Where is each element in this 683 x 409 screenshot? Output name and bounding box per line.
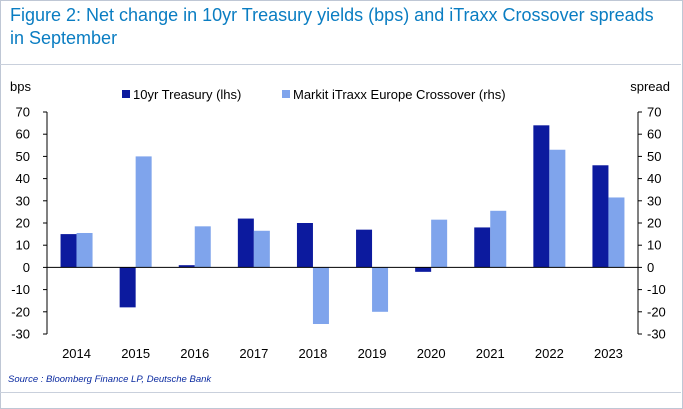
y-tick-label-right: -10 — [647, 282, 666, 297]
x-tick-label: 2023 — [594, 346, 623, 361]
y-tick-label-left: -10 — [11, 282, 30, 297]
y-tick-label-right: 0 — [647, 260, 654, 275]
y-tick-label-right: -20 — [647, 304, 666, 319]
x-tick-label: 2017 — [239, 346, 268, 361]
x-tick-label: 2019 — [358, 346, 387, 361]
source-note: Source : Bloomberg Finance LP, Deutsche … — [8, 374, 212, 385]
x-tick-label: 2016 — [180, 346, 209, 361]
bar-series1 — [533, 125, 550, 268]
x-tick-label: 2020 — [417, 346, 446, 361]
y-tick-label-left: 0 — [23, 260, 30, 275]
legend: 10yr Treasury (lhs) Markit iTraxx Europe… — [122, 87, 506, 102]
y-tick-label-right: 70 — [647, 105, 661, 120]
legend-label-series2: Markit iTraxx Europe Crossover (rhs) — [293, 87, 506, 102]
bar-series1 — [474, 227, 491, 268]
figure-title: Figure 2: Net change in 10yr Treasury yi… — [10, 5, 654, 48]
y-tick-label-right: 30 — [647, 193, 661, 208]
bar-series2 — [372, 267, 389, 312]
bar-series2 — [253, 230, 270, 268]
title-bar: Figure 2: Net change in 10yr Treasury yi… — [0, 0, 681, 65]
legend-swatch-series1 — [122, 90, 130, 98]
bar-series1 — [60, 234, 77, 268]
bar-series2 — [194, 226, 211, 268]
y-tick-label-left: 50 — [16, 149, 30, 164]
footer-divider — [0, 392, 681, 393]
legend-swatch-series2 — [282, 90, 290, 98]
y-tick-label-left: 20 — [16, 216, 30, 231]
bar-series1 — [592, 165, 609, 268]
legend-label-series1: 10yr Treasury (lhs) — [133, 87, 241, 102]
y-tick-label-right: 10 — [647, 238, 661, 253]
x-tick-label: 2015 — [121, 346, 150, 361]
x-tick-label: 2014 — [62, 346, 91, 361]
x-tick-label: 2018 — [298, 346, 327, 361]
y-tick-label-left: 10 — [16, 238, 30, 253]
y-tick-label-right: 40 — [647, 171, 661, 186]
bar-series2 — [549, 149, 566, 268]
y-tick-label-left: 40 — [16, 171, 30, 186]
bar-series1 — [119, 267, 136, 308]
bar-series1 — [178, 265, 195, 268]
bar-series2 — [431, 219, 448, 268]
y-tick-label-left: 70 — [16, 105, 30, 120]
y-tick-label-left: -30 — [11, 327, 30, 342]
bar-series2 — [312, 267, 329, 325]
y-tick-label-left: -20 — [11, 304, 30, 319]
y-tick-label-right: 20 — [647, 216, 661, 231]
bar-series2 — [490, 210, 507, 268]
bar-series2 — [76, 232, 93, 268]
y-axis-right-label: spread — [630, 79, 670, 94]
bar-series1 — [356, 229, 373, 268]
y-axis-left-label: bps — [10, 79, 31, 94]
x-tick-label: 2021 — [476, 346, 505, 361]
bar-series1 — [296, 223, 313, 268]
y-tick-label-left: 60 — [16, 127, 30, 142]
y-tick-label-right: 60 — [647, 127, 661, 142]
bar-series1 — [237, 218, 254, 268]
y-tick-label-right: 50 — [647, 149, 661, 164]
bar-series2 — [608, 197, 625, 268]
bar-series1 — [415, 267, 432, 272]
y-tick-label-left: 30 — [16, 193, 30, 208]
y-tick-label-right: -30 — [647, 327, 666, 342]
x-tick-label: 2022 — [535, 346, 564, 361]
bar-series2 — [135, 156, 152, 268]
